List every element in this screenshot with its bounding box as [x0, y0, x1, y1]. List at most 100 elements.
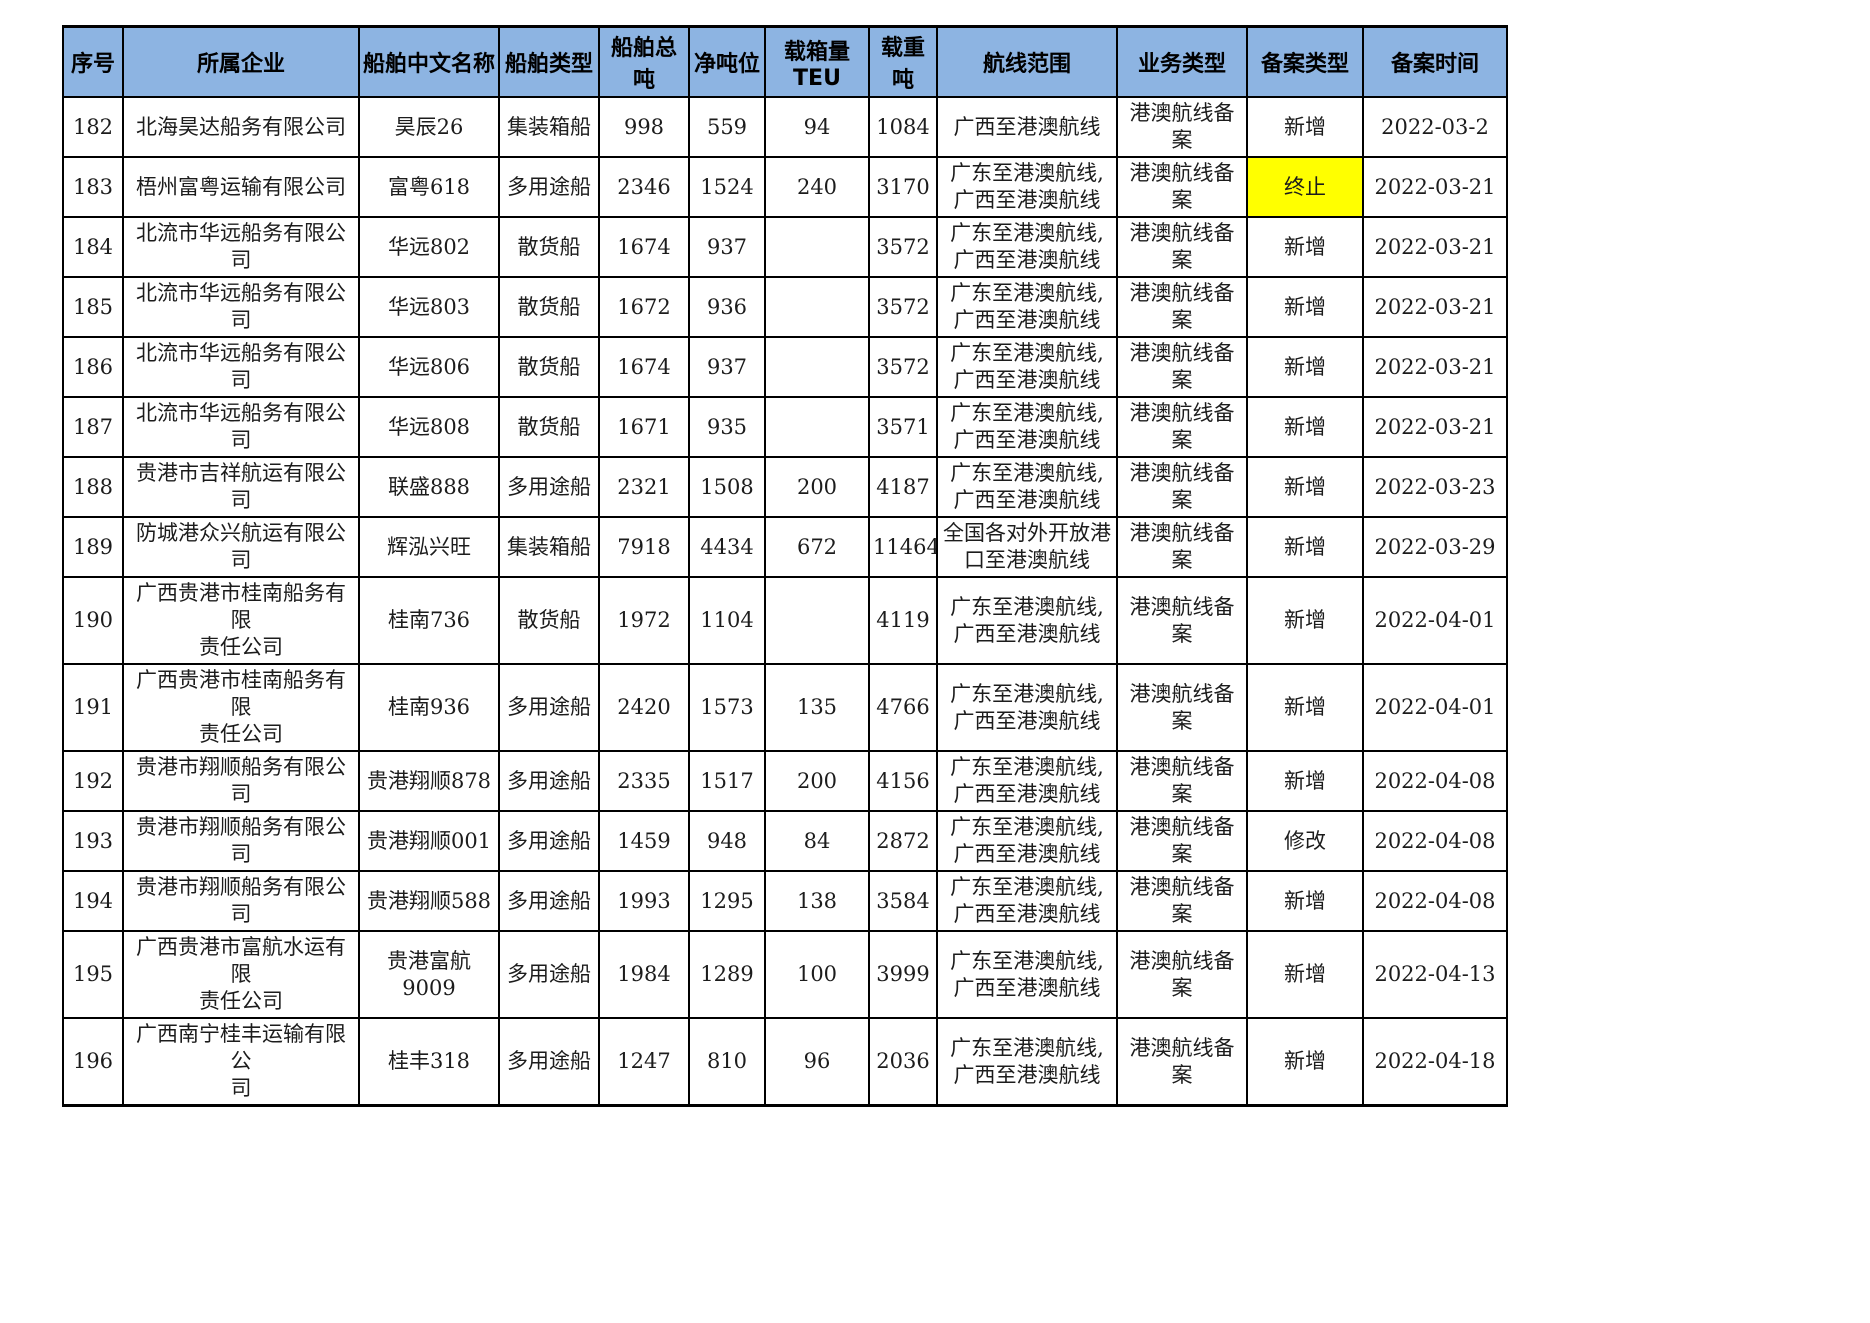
table-row: 183 梧州富粤运输有限公司 富粤618 多用途船 2346 1524 240 3170 广东至… — [62, 156, 1508, 218]
cell-ship_type: 集装箱船 — [498, 96, 600, 158]
table-row: 184 北流市华远船务有限公司 华远802 散货船 1674 937 3572 广东至港澳航线… — [62, 216, 1508, 278]
cell-company: 广西贵港市桂南船务有限 责任公司 — [122, 663, 360, 752]
cell-dwt: 3572 — [868, 336, 938, 398]
cell-gross: 2335 — [598, 750, 690, 812]
cell-net: 1573 — [688, 663, 766, 752]
cell-record_date: 2022-03-21 — [1362, 336, 1508, 398]
table-row: 188 贵港市吉祥航运有限公司 联盛888 多用途船 2321 1508 200 4187 广东… — [62, 456, 1508, 518]
cell-ship_type: 多用途船 — [498, 663, 600, 752]
cell-net: 936 — [688, 276, 766, 338]
cell-ship_type: 散货船 — [498, 216, 600, 278]
cell-route: 广东至港澳航线, 广西至港澳航线 — [936, 336, 1118, 398]
cell-company: 北流市华远船务有限公司 — [122, 276, 360, 338]
cell-record_type: 终止 — [1246, 156, 1364, 218]
cell-net: 1295 — [688, 870, 766, 932]
cell-business: 港澳航线备案 — [1116, 576, 1248, 665]
cell-record_date: 2022-04-13 — [1362, 930, 1508, 1019]
cell-net: 1524 — [688, 156, 766, 218]
cell-gross: 1972 — [598, 576, 690, 665]
cell-dwt: 3170 — [868, 156, 938, 218]
cell-record_date: 2022-04-08 — [1362, 810, 1508, 872]
cell-business: 港澳航线备案 — [1116, 336, 1248, 398]
column-header-dwt: 载重吨 — [868, 25, 938, 98]
cell-ship_type: 多用途船 — [498, 1017, 600, 1107]
cell-route: 广东至港澳航线, 广西至港澳航线 — [936, 276, 1118, 338]
table-row: 192 贵港市翔顺船务有限公司 贵港翔顺878 多用途船 2335 1517 200 4156… — [62, 750, 1508, 812]
cell-business: 港澳航线备案 — [1116, 1017, 1248, 1107]
cell-ship_type: 散货船 — [498, 576, 600, 665]
cell-gross: 998 — [598, 96, 690, 158]
cell-route: 广东至港澳航线, 广西至港澳航线 — [936, 870, 1118, 932]
table-row: 187 北流市华远船务有限公司 华远808 散货船 1671 935 3571 广东至港澳航线… — [62, 396, 1508, 458]
table-row: 193 贵港市翔顺船务有限公司 贵港翔顺001 多用途船 1459 948 84 2872 广东… — [62, 810, 1508, 872]
cell-teu — [764, 216, 870, 278]
cell-record_type: 新增 — [1246, 396, 1364, 458]
cell-ship_name: 贵港富航9009 — [358, 930, 500, 1019]
cell-record_type: 新增 — [1246, 576, 1364, 665]
column-header-teu: 载箱量TEU — [764, 25, 870, 98]
cell-no: 191 — [62, 663, 124, 752]
cell-route: 广东至港澳航线, 广西至港澳航线 — [936, 663, 1118, 752]
cell-ship_type: 集装箱船 — [498, 516, 600, 578]
table-row: 185 北流市华远船务有限公司 华远803 散货船 1672 936 3572 广东至港澳航线… — [62, 276, 1508, 338]
cell-record_date: 2022-03-23 — [1362, 456, 1508, 518]
cell-route: 全国各对外开放港 口至港澳航线 — [936, 516, 1118, 578]
cell-dwt: 3571 — [868, 396, 938, 458]
cell-company: 梧州富粤运输有限公司 — [122, 156, 360, 218]
column-header-record-type: 备案类型 — [1246, 25, 1364, 98]
cell-record_type: 修改 — [1246, 810, 1364, 872]
cell-ship_name: 贵港翔顺878 — [358, 750, 500, 812]
cell-teu — [764, 576, 870, 665]
table-row: 196 广西南宁桂丰运输有限公 司桂丰318 多用途船 1247 810 96 2036 广东… — [62, 1017, 1508, 1107]
table-row: 190 广西贵港市桂南船务有限 责任公司 桂南736 散货船 1972 1104 4119 广… — [62, 576, 1508, 665]
cell-route: 广西至港澳航线 — [936, 96, 1118, 158]
cell-business: 港澳航线备案 — [1116, 930, 1248, 1019]
cell-company: 防城港众兴航运有限公司 — [122, 516, 360, 578]
table-row: 186 北流市华远船务有限公司 华远806 散货船 1674 937 3572 广东至港澳航线… — [62, 336, 1508, 398]
column-header-business: 业务类型 — [1116, 25, 1248, 98]
cell-ship_type: 多用途船 — [498, 870, 600, 932]
cell-dwt: 3999 — [868, 930, 938, 1019]
cell-route: 广东至港澳航线, 广西至港澳航线 — [936, 930, 1118, 1019]
cell-no: 182 — [62, 96, 124, 158]
cell-business: 港澳航线备案 — [1116, 810, 1248, 872]
column-header-no: 序号 — [62, 25, 124, 98]
cell-no: 195 — [62, 930, 124, 1019]
cell-company: 贵港市翔顺船务有限公司 — [122, 870, 360, 932]
cell-no: 187 — [62, 396, 124, 458]
cell-ship_name: 贵港翔顺588 — [358, 870, 500, 932]
cell-ship_type: 散货船 — [498, 396, 600, 458]
cell-record_date: 2022-04-18 — [1362, 1017, 1508, 1107]
cell-teu: 84 — [764, 810, 870, 872]
cell-ship_type: 散货船 — [498, 276, 600, 338]
cell-ship_name: 华远808 — [358, 396, 500, 458]
cell-no: 192 — [62, 750, 124, 812]
cell-no: 189 — [62, 516, 124, 578]
column-header-ship-type: 船舶类型 — [498, 25, 600, 98]
cell-no: 186 — [62, 336, 124, 398]
cell-route: 广东至港澳航线, 广西至港澳航线 — [936, 576, 1118, 665]
cell-route: 广东至港澳航线, 广西至港澳航线 — [936, 396, 1118, 458]
cell-net: 810 — [688, 1017, 766, 1107]
column-header-net: 净吨位 — [688, 25, 766, 98]
cell-net: 948 — [688, 810, 766, 872]
cell-gross: 2321 — [598, 456, 690, 518]
cell-route: 广东至港澳航线, 广西至港澳航线 — [936, 456, 1118, 518]
cell-net: 937 — [688, 216, 766, 278]
cell-business: 港澳航线备案 — [1116, 396, 1248, 458]
cell-company: 贵港市翔顺船务有限公司 — [122, 810, 360, 872]
cell-dwt: 4156 — [868, 750, 938, 812]
cell-ship_name: 桂南936 — [358, 663, 500, 752]
cell-gross: 1247 — [598, 1017, 690, 1107]
cell-business: 港澳航线备案 — [1116, 870, 1248, 932]
table-header: 序号 所属企业 船舶中文名称 船舶类型 船舶总吨 净吨位 载箱量TEU 载重吨 … — [62, 25, 1508, 98]
cell-dwt: 11464 — [868, 516, 938, 578]
cell-record_type: 新增 — [1246, 216, 1364, 278]
cell-net: 1517 — [688, 750, 766, 812]
cell-ship_name: 华远802 — [358, 216, 500, 278]
cell-record_date: 2022-04-08 — [1362, 750, 1508, 812]
cell-teu: 200 — [764, 750, 870, 812]
cell-company: 贵港市吉祥航运有限公司 — [122, 456, 360, 518]
cell-dwt: 4766 — [868, 663, 938, 752]
